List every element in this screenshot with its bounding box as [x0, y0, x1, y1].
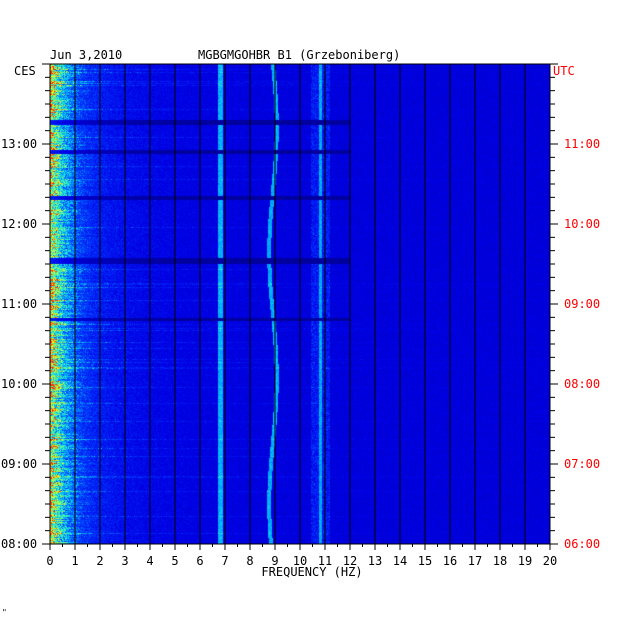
right-tick-label: 08:00	[564, 377, 600, 391]
x-tick-label: 18	[493, 554, 507, 568]
right-tick-label: 09:00	[564, 297, 600, 311]
right-time-axis: 11:00 10:00 09:00 08:00 07:00 06:00	[550, 63, 600, 551]
x-tick-label: 19	[518, 554, 532, 568]
x-tick-label: 12	[343, 554, 357, 568]
x-tick-label: 7	[221, 554, 228, 568]
x-axis-label: FREQUENCY (HZ)	[261, 565, 362, 579]
footer-mark: "	[2, 608, 7, 617]
right-axis-label: UTC	[553, 64, 575, 78]
right-tick-label: 07:00	[564, 457, 600, 471]
x-tick-label: 8	[246, 554, 253, 568]
left-tick-label: 10:00	[1, 377, 37, 391]
x-tick-label: 1	[71, 554, 78, 568]
x-tick-label: 16	[443, 554, 457, 568]
right-tick-label: 06:00	[564, 537, 600, 551]
left-tick-label: 12:00	[1, 217, 37, 231]
x-tick-label: 20	[543, 554, 557, 568]
x-tick-label: 9	[271, 554, 278, 568]
left-tick-label: 13:00	[1, 137, 37, 151]
left-axis-label: CES	[14, 64, 36, 78]
x-tick-label: 5	[171, 554, 178, 568]
right-tick-label: 10:00	[564, 217, 600, 231]
frequency-axis: 0 1 2 3 4 5 6 7 8 9 10 11 12 13 14 15 16 17 18 19 20	[46, 544, 557, 568]
x-tick-label: 15	[418, 554, 432, 568]
x-tick-label: 3	[121, 554, 128, 568]
left-tick-label: 08:00	[1, 537, 37, 551]
x-tick-label: 13	[368, 554, 382, 568]
x-tick-label: 2	[96, 554, 103, 568]
x-tick-label: 10	[293, 554, 307, 568]
left-tick-label: 11:00	[1, 297, 37, 311]
x-tick-label: 17	[468, 554, 482, 568]
x-tick-label: 14	[393, 554, 407, 568]
left-time-axis: 13:00 12:00 11:00 10:00 09:00 08:00	[1, 63, 50, 551]
left-tick-label: 09:00	[1, 457, 37, 471]
frequency-gridlines	[74, 64, 526, 544]
chart-station-title: MGBGMGOHBR B1 (Grzeboniberg)	[198, 48, 400, 62]
x-tick-label: 4	[146, 554, 153, 568]
x-tick-label: 0	[46, 554, 53, 568]
right-tick-label: 11:00	[564, 137, 600, 151]
x-tick-label: 11	[318, 554, 332, 568]
chart-date: Jun 3,2010	[50, 48, 122, 62]
x-tick-label: 6	[196, 554, 203, 568]
